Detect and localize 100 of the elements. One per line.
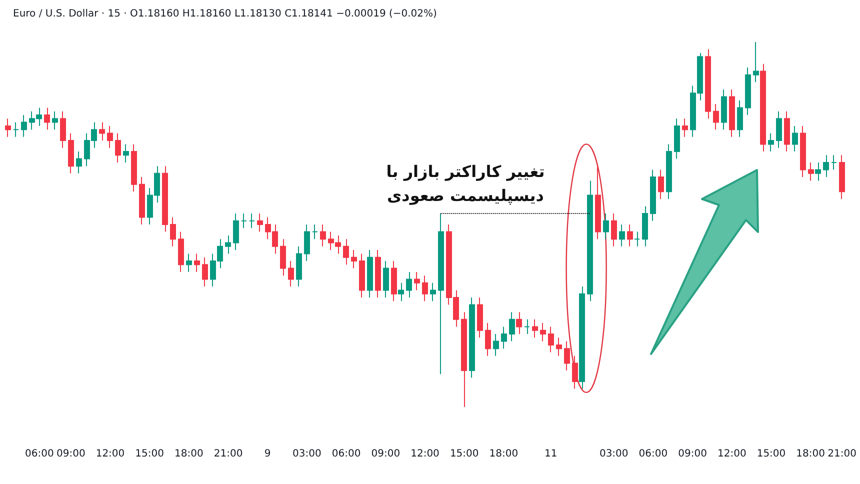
- candlestick: [501, 326, 507, 350]
- candlestick: [391, 260, 397, 302]
- candlestick: [68, 132, 74, 174]
- candlestick: [642, 206, 648, 247]
- candlestick: [650, 169, 656, 222]
- candlestick: [658, 169, 664, 200]
- candlestick: [99, 122, 105, 142]
- candlestick: [359, 253, 365, 298]
- x-tick-label: 09:00: [56, 448, 86, 460]
- candlestick: [792, 125, 798, 152]
- candlestick: [634, 231, 640, 247]
- candlestick: [509, 312, 515, 342]
- x-tick-label: 21:00: [214, 448, 243, 460]
- candlestick: [713, 104, 719, 130]
- candlestick: [225, 234, 231, 254]
- candlestick: [123, 144, 129, 163]
- candlestick: [493, 334, 499, 356]
- candlestick: [367, 250, 373, 298]
- candlestick: [745, 67, 751, 116]
- candlestick: [296, 246, 302, 288]
- candlestick: [312, 224, 318, 240]
- candlestick: [398, 282, 404, 302]
- candlestick: [572, 355, 578, 390]
- candlestick: [52, 110, 58, 130]
- x-tick-label: 12:00: [96, 448, 125, 460]
- candlestick: [257, 213, 263, 232]
- x-tick-label: 09:00: [678, 448, 707, 460]
- candlestick: [60, 110, 66, 148]
- chart-title: Euro / U.S. Dollar · 15 · O1.18160 H1.18160 L1.18130 C1.18141 −0.00019 (−0.02%): [13, 8, 438, 20]
- candlestick: [186, 253, 192, 272]
- candlestick: [131, 144, 137, 192]
- candlestick: [139, 176, 145, 225]
- x-tick-label: 06:00: [332, 448, 361, 460]
- candlestick: [753, 42, 759, 83]
- x-tick-label: 03:00: [599, 448, 628, 460]
- candlestick: [737, 100, 743, 138]
- candlestick: [280, 238, 286, 276]
- candlestick: [162, 166, 168, 232]
- candlestick: [564, 340, 570, 371]
- candlestick: [556, 337, 562, 356]
- candlestick: [44, 107, 50, 130]
- candlestick: [823, 154, 829, 178]
- candlestick: [320, 224, 326, 247]
- x-tick-label: 03:00: [292, 448, 322, 460]
- candlestick: [13, 122, 19, 138]
- candlestick: [595, 166, 601, 240]
- candlestick: [784, 110, 790, 152]
- candlestick: [304, 224, 310, 262]
- candlestick: [808, 162, 814, 182]
- candlestick: [383, 260, 389, 298]
- candlestick: [233, 213, 239, 251]
- candlestick: [178, 231, 184, 272]
- candlestick: [721, 88, 727, 130]
- candlestick: [839, 154, 845, 200]
- candlestick: [729, 88, 735, 138]
- candlestick: [5, 118, 11, 138]
- candlestick: [800, 125, 806, 178]
- candlestick: [540, 322, 546, 342]
- candlestick: [107, 125, 113, 148]
- candlestick: [194, 253, 200, 272]
- x-tick-label: 18:00: [489, 448, 518, 460]
- ref-line-label: تغییر کاراکتر بازار با دیسپلیسمت صعودی: [386, 162, 545, 206]
- x-tick-label: 18:00: [174, 448, 204, 460]
- candlestick: [288, 260, 294, 288]
- candlestick: [477, 297, 483, 338]
- candlestick: [375, 250, 381, 298]
- candlestick: [579, 286, 585, 390]
- x-tick-label: 9: [264, 448, 271, 460]
- candlestick: [768, 132, 774, 152]
- candlestick: [619, 224, 625, 247]
- candlestick: [516, 312, 522, 334]
- candlestick: [611, 213, 617, 247]
- candlestick: [406, 271, 412, 298]
- candlestick: [422, 275, 428, 302]
- candlestick: [241, 213, 247, 229]
- x-tick-label: 15:00: [450, 448, 479, 460]
- candlestick: [548, 326, 554, 353]
- candlestick: [682, 118, 688, 138]
- x-tick-label: 11: [544, 448, 558, 460]
- x-tick-label: 09:00: [371, 448, 400, 460]
- candlestick: [776, 110, 782, 148]
- candlestick: [666, 144, 672, 200]
- candlestick: [430, 282, 436, 302]
- x-tick-label: 12:00: [717, 448, 746, 460]
- x-tick-label: 06:00: [24, 448, 54, 460]
- candlestick: [469, 297, 475, 378]
- candlestick: [705, 48, 711, 120]
- candlestick: [21, 114, 27, 138]
- candlestick: [627, 224, 633, 247]
- x-tick-label: 06:00: [638, 448, 668, 460]
- x-tick-label: 21:00: [828, 448, 856, 460]
- candlestick: [674, 118, 680, 160]
- candlestick: [343, 238, 349, 266]
- candlestick: [202, 256, 208, 288]
- candlestick: [532, 318, 538, 338]
- candlestick: [170, 216, 176, 247]
- candlestick: [815, 162, 821, 182]
- candlestick: [438, 213, 444, 375]
- candlestick: [603, 213, 609, 240]
- candlestick: [461, 312, 467, 408]
